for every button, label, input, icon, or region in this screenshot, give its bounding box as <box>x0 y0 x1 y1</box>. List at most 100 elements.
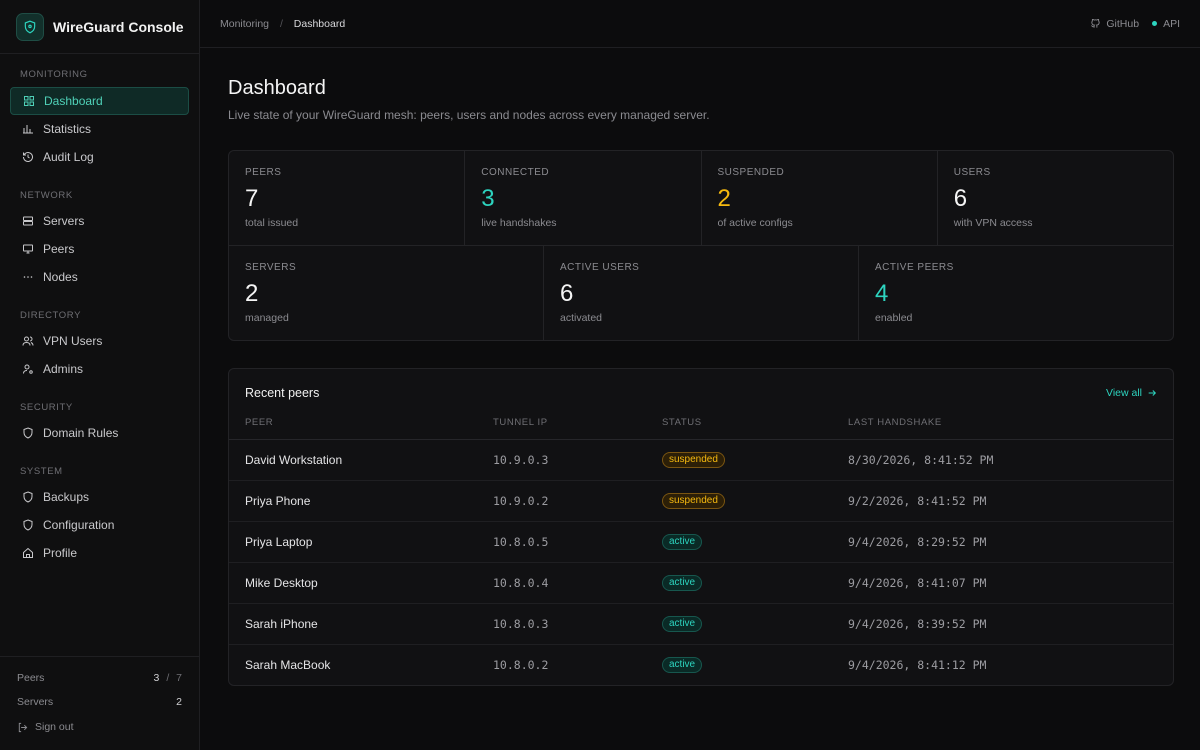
sidebar-item-domain-rules[interactable]: Domain Rules <box>10 419 189 447</box>
tunnel-ip: 10.9.0.2 <box>477 479 646 521</box>
stat-label: PEERS <box>245 167 282 178</box>
stat-users: USERS 6 with VPN access <box>936 151 1173 245</box>
stat-label: USERS <box>953 167 991 178</box>
logout-icon <box>18 722 28 732</box>
sidebar-item-label: Nodes <box>43 270 78 284</box>
table-row[interactable]: Mike Desktop 10.8.0.4 active 9/4/2026, 8… <box>229 561 1173 603</box>
stat-caption: activated <box>560 312 603 324</box>
sidebar-item-statistics[interactable]: Statistics <box>10 115 189 143</box>
arrow-right-icon <box>1148 390 1157 396</box>
dots-icon <box>21 271 34 284</box>
sidebar-item-label: Domain Rules <box>43 426 119 440</box>
view-all-link[interactable]: View all <box>1106 387 1157 399</box>
stat-connected: CONNECTED 3 live handshakes <box>464 151 700 245</box>
dashboard-icon <box>22 95 35 108</box>
sidebar-item-label: Dashboard <box>44 94 103 108</box>
stat-peers: PEERS 7 total issued <box>229 151 464 245</box>
api-label: API <box>1163 17 1180 30</box>
stat-servers: SERVERS 2 managed <box>229 246 543 340</box>
history-icon <box>21 151 34 164</box>
sidebar-item-label: Servers <box>43 214 85 228</box>
nav-section-security: SECURITY Domain Rules <box>0 401 199 447</box>
last-handshake: 8/30/2026, 8:41:52 PM <box>832 438 1173 480</box>
stat-caption: total issued <box>245 217 299 229</box>
sign-out-label: Sign out <box>35 721 74 733</box>
sidebar-item-admins[interactable]: Admins <box>10 355 189 383</box>
column-header-tunnel-ip[interactable]: TUNNEL IP <box>493 417 548 428</box>
nav-heading: MONITORING <box>20 69 88 80</box>
sidebar-item-servers[interactable]: Servers <box>10 207 189 235</box>
stat-label: CONNECTED <box>481 167 550 178</box>
card-header: Recent peers View all <box>229 369 1173 417</box>
peer-name: David Workstation <box>229 438 477 480</box>
status-badge: active <box>662 616 703 632</box>
table-row[interactable]: Priya Laptop 10.8.0.5 active 9/4/2026, 8… <box>229 520 1173 562</box>
breadcrumb-parent[interactable]: Monitoring <box>220 17 270 30</box>
table-row[interactable]: Sarah iPhone 10.8.0.3 active 9/4/2026, 8… <box>229 602 1173 644</box>
status-cell: suspended <box>646 438 832 480</box>
stat-caption: enabled <box>875 312 913 324</box>
stat-value: 6 <box>560 280 574 307</box>
sidebar-item-backups[interactable]: Backups <box>10 483 189 511</box>
last-handshake: 9/4/2026, 8:29:52 PM <box>832 520 1173 562</box>
last-handshake: 9/4/2026, 8:41:12 PM <box>832 643 1173 685</box>
api-status-link[interactable]: API <box>1152 18 1180 30</box>
sidebar-item-dashboard[interactable]: Dashboard <box>10 87 189 115</box>
status-badge: active <box>662 575 703 591</box>
sidebar-item-vpn-users[interactable]: VPN Users <box>10 327 189 355</box>
nav-heading: DIRECTORY <box>20 310 82 321</box>
peer-name: Sarah MacBook <box>229 643 477 685</box>
last-handshake: 9/4/2026, 8:41:07 PM <box>832 561 1173 603</box>
sidebar-item-profile[interactable]: Profile <box>10 539 189 567</box>
stat-label: ACTIVE PEERS <box>875 262 954 273</box>
breadcrumb: Monitoring / Dashboard <box>220 18 345 30</box>
stat-value: 7 <box>245 185 259 212</box>
view-all-label: View all <box>1106 387 1142 399</box>
column-header-status[interactable]: STATUS <box>662 417 702 428</box>
status-badge: active <box>662 534 703 550</box>
nav-heading: SECURITY <box>20 402 73 413</box>
stat-value: 2 <box>717 185 731 212</box>
tunnel-ip: 10.8.0.4 <box>477 561 646 603</box>
github-link[interactable]: GitHub <box>1090 18 1139 30</box>
footer-servers-count: 2 <box>176 696 182 708</box>
stats-row: SERVERS 2 managed ACTIVE USERS 6 activat… <box>229 245 1173 340</box>
status-dot <box>1152 21 1158 26</box>
sidebar-item-peers[interactable]: Peers <box>10 235 189 263</box>
brand[interactable]: WireGuard Console <box>0 0 199 54</box>
nav-section-directory: DIRECTORY VPN Users Admins <box>0 309 199 383</box>
stat-active-peers: ACTIVE PEERS 4 enabled <box>858 246 1173 340</box>
main-content: Dashboard Live state of your WireGuard m… <box>228 48 1174 686</box>
sidebar-item-label: Audit Log <box>43 150 94 164</box>
recent-peers-table: PEER TUNNEL IP STATUS LAST HANDSHAKE Dav… <box>229 417 1173 685</box>
tunnel-ip: 10.8.0.2 <box>477 643 646 685</box>
stat-active-users: ACTIVE USERS 6 activated <box>543 246 858 340</box>
stat-caption: live handshakes <box>481 217 557 229</box>
table-row[interactable]: Priya Phone 10.9.0.2 suspended 9/2/2026,… <box>229 479 1173 521</box>
stat-label: ACTIVE USERS <box>560 262 640 273</box>
nav-section-network: NETWORK Servers Peers Nodes <box>0 189 199 291</box>
column-header-last-handshake[interactable]: LAST HANDSHAKE <box>848 417 942 428</box>
sign-out-button[interactable]: Sign out <box>17 721 182 733</box>
sidebar-item-configuration[interactable]: Configuration <box>10 511 189 539</box>
peer-name: Priya Phone <box>229 479 477 521</box>
server-icon <box>21 215 34 228</box>
sidebar-item-label: Peers <box>43 242 75 256</box>
github-icon <box>1091 18 1101 28</box>
tunnel-ip: 10.8.0.3 <box>477 602 646 644</box>
sidebar-item-audit-log[interactable]: Audit Log <box>10 143 189 171</box>
home-icon <box>21 547 34 560</box>
column-header-peer[interactable]: PEER <box>245 417 274 428</box>
stat-value: 4 <box>875 280 889 307</box>
stats-grid: PEERS 7 total issued CONNECTED 3 live ha… <box>228 150 1174 341</box>
topbar: Monitoring / Dashboard GitHub API <box>200 0 1200 48</box>
monitor-icon <box>21 243 34 256</box>
last-handshake: 9/4/2026, 8:39:52 PM <box>832 602 1173 644</box>
table-row[interactable]: David Workstation 10.9.0.3 suspended 8/3… <box>229 438 1173 480</box>
nav-section-monitoring: MONITORING Dashboard Statistics Audit Lo… <box>0 68 199 171</box>
table-row[interactable]: Sarah MacBook 10.8.0.2 active 9/4/2026, … <box>229 643 1173 685</box>
sidebar: WireGuard Console MONITORING Dashboard S… <box>0 0 200 750</box>
footer-peers-label: Peers <box>17 672 45 684</box>
sidebar-item-nodes[interactable]: Nodes <box>10 263 189 291</box>
peer-name: Sarah iPhone <box>229 602 477 644</box>
